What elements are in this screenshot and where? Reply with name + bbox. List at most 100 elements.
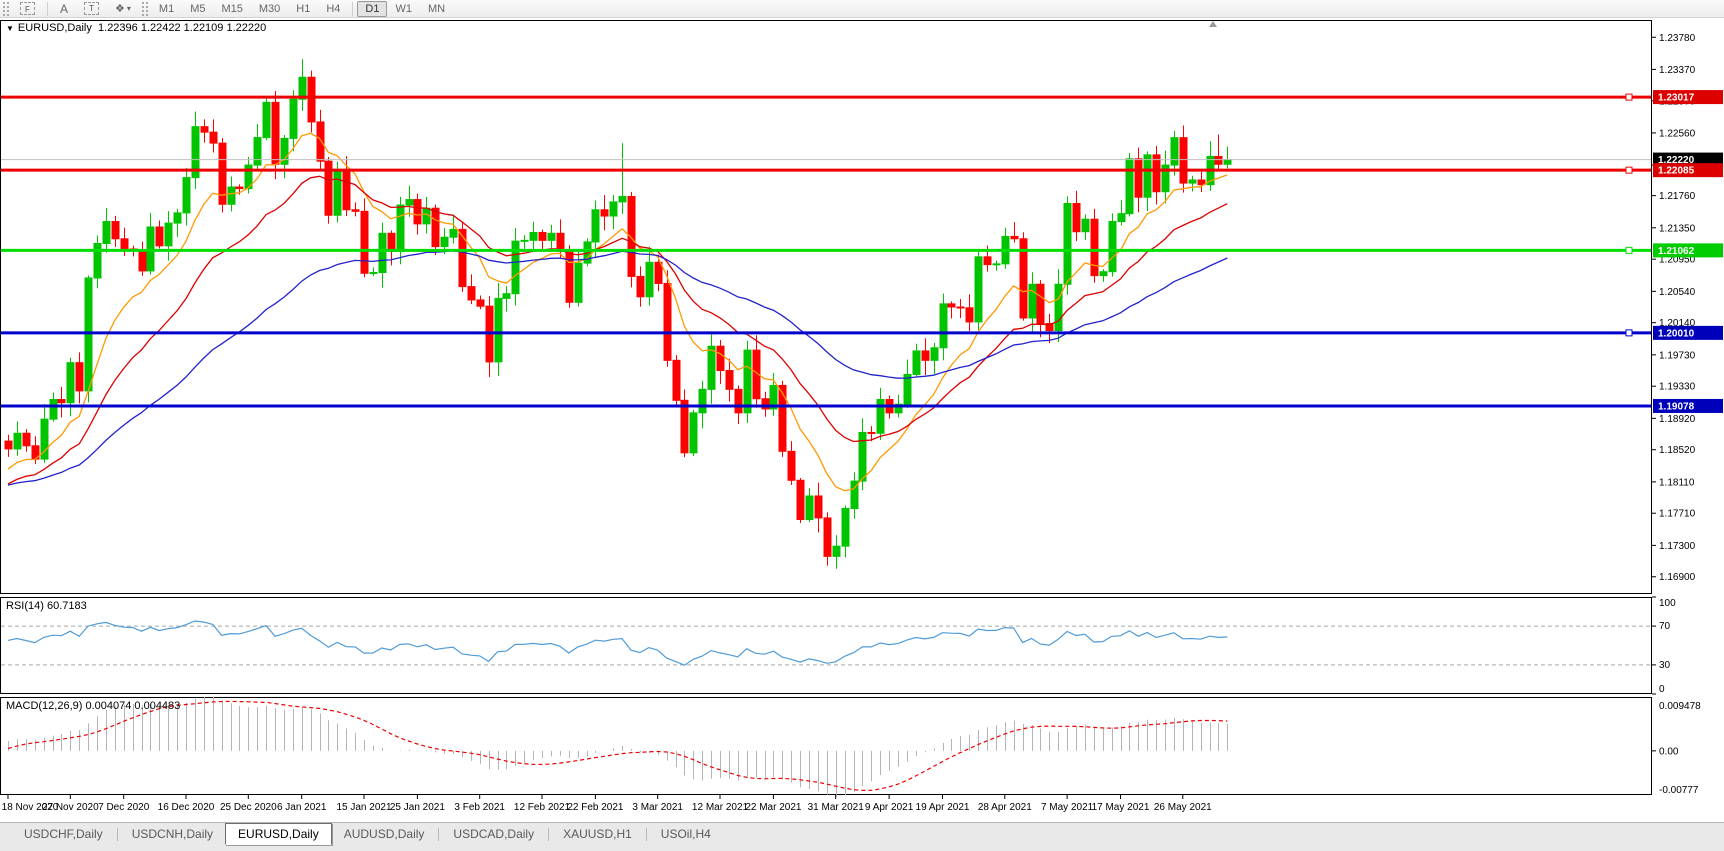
toolbar-grip-handle[interactable] [141, 1, 148, 16]
timeframe-m15-button[interactable]: M15 [221, 2, 243, 15]
text-label-button[interactable]: T [76, 1, 107, 17]
tab-separator [645, 828, 647, 841]
arrow-text-button[interactable]: A [52, 1, 76, 17]
tab-separator [548, 828, 550, 841]
line-drag-handle[interactable] [1625, 329, 1633, 337]
svg-text:1.22560: 1.22560 [1659, 128, 1696, 139]
rsi-axis: 100 70 30 0 [1652, 596, 1676, 695]
toolbar-separator [352, 1, 354, 16]
svg-text:1.23017: 1.23017 [1658, 93, 1695, 104]
macd-axis: 0.009478 0.00 -0.00777 [1652, 701, 1701, 796]
price-badge [1653, 325, 1723, 340]
tab-usdcnh-daily[interactable]: USDCNH,Daily [131, 826, 214, 841]
macd-signal-line [7, 700, 1228, 792]
price-badge [1653, 243, 1723, 258]
svg-text:15 Jan 2021: 15 Jan 2021 [336, 802, 391, 813]
tab-usoil-h4[interactable]: USOil,H4 [660, 826, 711, 841]
svg-text:22 Mar 2021: 22 Mar 2021 [745, 802, 802, 813]
timeframe-m5-button[interactable]: M5 [190, 2, 206, 15]
svg-text:100: 100 [1659, 598, 1676, 609]
svg-text:1.20540: 1.20540 [1659, 287, 1696, 298]
tab-audusd-daily[interactable]: AUDUSD,Daily [343, 826, 425, 841]
svg-text:1.21062: 1.21062 [1658, 246, 1695, 257]
timeframe-w1-button[interactable]: W1 [395, 2, 412, 15]
chevron-down-icon: ▾ [126, 4, 131, 13]
svg-text:1.21350: 1.21350 [1659, 223, 1696, 234]
svg-text:31 Mar 2021: 31 Mar 2021 [808, 802, 865, 813]
svg-text:1.18110: 1.18110 [1659, 477, 1695, 488]
svg-text:17 May 2021: 17 May 2021 [1092, 802, 1150, 813]
svg-text:1.17300: 1.17300 [1659, 541, 1696, 552]
tab-usdcad-daily[interactable]: USDCAD,Daily [453, 826, 535, 841]
chart-area[interactable]: 1.237801.233701.229701.225601.221501.217… [0, 18, 1724, 822]
text-label-icon: T [84, 2, 100, 15]
svg-text:3 Mar 2021: 3 Mar 2021 [632, 802, 683, 813]
price-badge [1653, 398, 1723, 413]
timeframe-mn-button[interactable]: MN [427, 2, 446, 15]
svg-text:1.19078: 1.19078 [1658, 401, 1695, 412]
svg-text:12 Mar 2021: 12 Mar 2021 [692, 802, 749, 813]
line-drag-handle[interactable] [1625, 166, 1633, 174]
price-chart-svg[interactable]: 1.237801.233701.229701.225601.221501.217… [0, 18, 1724, 822]
tab-separator [438, 828, 440, 841]
svg-text:6 Jan 2021: 6 Jan 2021 [277, 802, 327, 813]
timeframe-m1-button[interactable]: M1 [158, 2, 175, 15]
chart-tab-bar: USDCHF,Daily USDCNH,Daily EURUSD,Daily A… [0, 822, 1724, 851]
svg-text:25 Jan 2021: 25 Jan 2021 [390, 802, 445, 813]
fibonacci-button[interactable]: F [12, 1, 43, 17]
timeframe-d1-button[interactable]: D1 [357, 0, 388, 17]
arrows-button[interactable]: ❖ ▾ [107, 1, 139, 17]
svg-text:0.00: 0.00 [1659, 746, 1679, 757]
svg-text:1.19730: 1.19730 [1659, 350, 1696, 361]
svg-text:3 Feb 2021: 3 Feb 2021 [454, 802, 505, 813]
timeframe-m30-button[interactable]: M30 [258, 2, 281, 15]
svg-text:0: 0 [1659, 684, 1665, 695]
tab-separator [116, 828, 118, 841]
moving-average-line [7, 175, 1228, 485]
svg-text:70: 70 [1659, 621, 1671, 632]
main-pane[interactable] [0, 20, 1652, 594]
timeframe-h4-button[interactable]: H4 [326, 2, 341, 15]
tab-xauusd-h1[interactable]: XAUUSD,H1 [563, 826, 632, 841]
svg-text:25 Dec 2020: 25 Dec 2020 [220, 802, 277, 813]
toolbar: F A T ❖ ▾ M1 M5 M15 M30 H1 H4 D1 W1 MN [0, 0, 1724, 18]
arrow-text-icon: A [60, 1, 69, 16]
svg-text:22 Feb 2021: 22 Feb 2021 [567, 802, 624, 813]
price-axis: 1.237801.233701.229701.225601.221501.217… [1652, 33, 1723, 583]
svg-text:1.22085: 1.22085 [1658, 166, 1695, 177]
svg-text:1.16900: 1.16900 [1659, 572, 1696, 583]
chart-menu-icon[interactable]: ▼ [6, 24, 14, 33]
svg-text:1.20010: 1.20010 [1658, 328, 1695, 339]
svg-text:18 Nov 2020: 18 Nov 2020 [2, 802, 59, 813]
svg-text:28 Apr 2021: 28 Apr 2021 [978, 802, 1032, 813]
tab-eurusd-daily[interactable]: EURUSD,Daily [225, 823, 332, 845]
rsi-line [7, 620, 1228, 666]
svg-text:1.18520: 1.18520 [1659, 445, 1696, 456]
moving-average-line [7, 132, 1228, 492]
svg-text:-0.00777: -0.00777 [1659, 785, 1699, 796]
price-badge [1653, 163, 1723, 178]
svg-text:16 Dec 2020: 16 Dec 2020 [158, 802, 215, 813]
chart-shift-marker-icon[interactable] [1209, 21, 1217, 27]
svg-text:19 Apr 2021: 19 Apr 2021 [916, 802, 970, 813]
timeframe-h1-button[interactable]: H1 [296, 2, 311, 15]
fibonacci-icon: F [20, 2, 35, 15]
svg-text:30: 30 [1659, 660, 1671, 671]
macd-histogram [8, 696, 1228, 797]
line-drag-handle[interactable] [1625, 246, 1633, 254]
line-drag-handle[interactable] [1625, 93, 1633, 101]
svg-text:1.18920: 1.18920 [1659, 414, 1696, 425]
svg-text:1.22220: 1.22220 [1658, 155, 1695, 166]
svg-text:1.17710: 1.17710 [1659, 509, 1696, 520]
toolbar-separator [47, 1, 48, 16]
svg-text:1.20140: 1.20140 [1659, 318, 1696, 329]
svg-text:0.009478: 0.009478 [1659, 701, 1701, 712]
svg-text:1.23780: 1.23780 [1659, 33, 1696, 44]
arrows-icon: ❖ [115, 3, 125, 15]
rsi-pane[interactable] [0, 597, 1652, 694]
toolbar-grip-handle[interactable] [3, 1, 9, 16]
tab-usdchf-daily[interactable]: USDCHF,Daily [24, 826, 103, 841]
svg-text:26 May 2021: 26 May 2021 [1154, 802, 1212, 813]
